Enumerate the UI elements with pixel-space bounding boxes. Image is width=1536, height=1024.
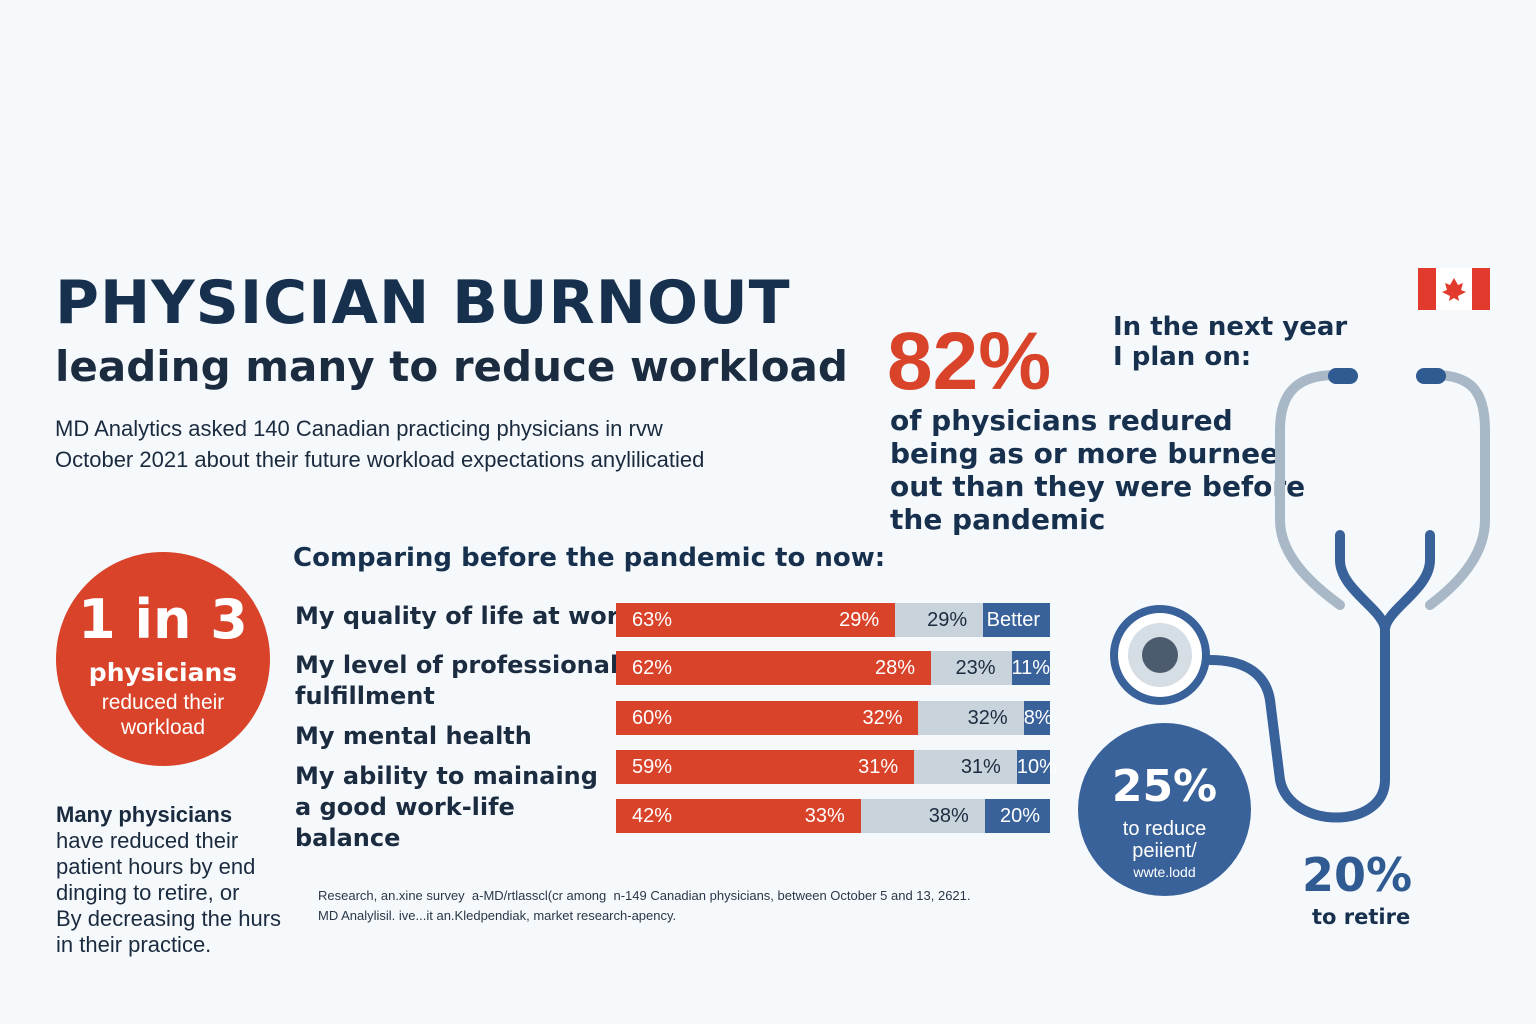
plan-line-1: In the next year: [1113, 312, 1348, 342]
bar-data-label: 38%: [928, 805, 969, 827]
stacked-bar: 59% 31% 31% 10%: [616, 750, 1057, 784]
reduce-caption-line: to reduce: [1122, 818, 1207, 840]
category-label-mental-health: My mental health: [295, 721, 532, 752]
badge-value: 1 in 3: [78, 588, 248, 651]
category-label-line: My quality of life at work: [295, 602, 635, 630]
footnote-line-1: Research, an.xine survey a-MD/rtlasscl(c…: [318, 888, 971, 903]
side-note-line: By decreasing the hurs: [56, 906, 282, 931]
category-label-line: fulfillment: [295, 682, 435, 710]
intro-line-2: October 2021 about their future workload…: [55, 447, 705, 472]
page-subtitle: leading many to reduce workload: [55, 342, 848, 391]
bar-data-label: 32%: [862, 707, 903, 729]
side-note-line: have reduced their: [56, 828, 239, 853]
page-title: PHYSICIAN BURNOUT: [55, 268, 791, 338]
side-note-heading: Many physicians: [56, 802, 233, 827]
bar-segment-same: [918, 701, 1024, 735]
category-label-fulfillment: My level of professional fulfillment: [295, 650, 618, 712]
bar-segment-worse: [616, 799, 861, 833]
bar-data-label: 33%: [804, 805, 845, 827]
retire-value: 20%: [1302, 848, 1413, 902]
bar-segment-better: [984, 799, 1050, 833]
stat-82-line-4: the pandemic: [890, 503, 1106, 536]
bar-segment-worse: [616, 603, 896, 637]
reduce-caption: to reduce peiient/: [1078, 818, 1251, 862]
side-note-line: dinging to retire, or: [56, 880, 240, 905]
category-label-quality: My quality of life at work: [295, 601, 635, 632]
bar-data-label: 28%: [874, 657, 915, 679]
chart-title: Comparing before the pandemic to now:: [293, 543, 886, 573]
reduce-patient-badge: 25% to reduce peiient/ wwte.lodd: [1078, 723, 1251, 896]
reduce-caption-small: wwte.lodd: [1133, 864, 1196, 880]
bar-data-label: 10%: [1016, 756, 1057, 778]
plan-heading: In the next year I plan on:: [1113, 312, 1347, 372]
stat-82-line-3: out than they were before: [890, 470, 1306, 503]
bar-segment-same: [860, 799, 985, 833]
badge-caption-line: workload: [120, 716, 206, 739]
stacked-bar: 42% 33% 38% 20%: [616, 799, 1050, 833]
bar-data-label: 59%: [632, 756, 673, 778]
bar-data-label: 42%: [632, 805, 673, 827]
stacked-bar: 63% 29% 29% Better: [616, 603, 1050, 637]
stacked-bar: 62% 28% 23% 11%: [616, 651, 1050, 685]
side-note-line: patient hours by end: [56, 854, 256, 879]
intro-line-1: MD Analytics asked 140 Canadian practici…: [55, 416, 663, 441]
stat-82-line-1: of physicians redured: [890, 404, 1233, 437]
category-label-line: My mental health: [295, 722, 532, 750]
bar-segment-better: [1016, 750, 1050, 784]
category-label-line: My ability to mainaing: [295, 762, 598, 790]
badge-caption: reduced their workload: [56, 690, 270, 740]
badge-caption-line: reduced their: [101, 691, 225, 714]
bar-segment-same: [914, 750, 1017, 784]
stethoscope-icon: [1110, 368, 1490, 823]
bar-data-label: 8%: [1023, 707, 1053, 729]
bar-data-label: Better: [986, 609, 1040, 631]
bar-segment-worse: [616, 651, 931, 685]
bar-data-label: 29%: [839, 609, 880, 631]
bar-segment-worse: [616, 750, 915, 784]
intro-text: MD Analytics asked 140 Canadian practici…: [55, 413, 815, 475]
bar-data-label: 60%: [632, 707, 673, 729]
bar-data-label: 31%: [960, 756, 1001, 778]
reduce-value: 25%: [1111, 761, 1218, 812]
bar-data-label: 23%: [955, 657, 996, 679]
retire-label: to retire: [1312, 905, 1411, 929]
canada-flag-icon: [1418, 268, 1490, 310]
bar-data-label: 32%: [967, 707, 1008, 729]
one-in-three-badge: 1 in 3 physicians reduced their workload: [56, 552, 270, 766]
bar-data-label: 29%: [927, 609, 968, 631]
side-note-line: in their practice.: [56, 932, 212, 957]
bar-data-label: 62%: [632, 657, 673, 679]
bar-segment-same: [895, 603, 984, 637]
reduce-caption-line: peiient/: [1132, 840, 1197, 862]
bar-data-label: 31%: [858, 756, 899, 778]
bar-data-label: 20%: [999, 805, 1040, 827]
bar-data-label: 11%: [1011, 657, 1051, 679]
bar-segment-same: [931, 651, 1012, 685]
stacked-bar: 60% 32% 32% 8%: [616, 701, 1053, 735]
source-footnote: Research, an.xine survey a-MD/rtlasscl(c…: [318, 886, 971, 926]
category-label-work-life: My ability to mainaing a good work-life …: [295, 761, 598, 854]
stat-82-value: 82%: [887, 316, 1052, 407]
bar-segment-better: [1023, 701, 1050, 735]
stat-82-line-2: being as or more burnee: [890, 437, 1280, 470]
bar-segment-worse: [616, 701, 919, 735]
footnote-line-2: MD Analylisil. ive...it an.Kledpendiak, …: [318, 908, 677, 923]
stat-82-description: of physicians redured being as or more b…: [890, 404, 1310, 536]
bar-segment-better: [983, 603, 1050, 637]
plan-line-2: I plan on:: [1113, 342, 1252, 372]
side-note: Many physicians have reduced their patie…: [56, 802, 306, 958]
bar-segment-better: [1011, 651, 1050, 685]
badge-subject: physicians: [88, 658, 238, 687]
bar-data-label: 63%: [632, 609, 673, 631]
category-label-line: My level of professional: [295, 651, 619, 679]
category-label-line: a good work-life: [295, 793, 515, 821]
category-label-line: balance: [295, 824, 401, 852]
